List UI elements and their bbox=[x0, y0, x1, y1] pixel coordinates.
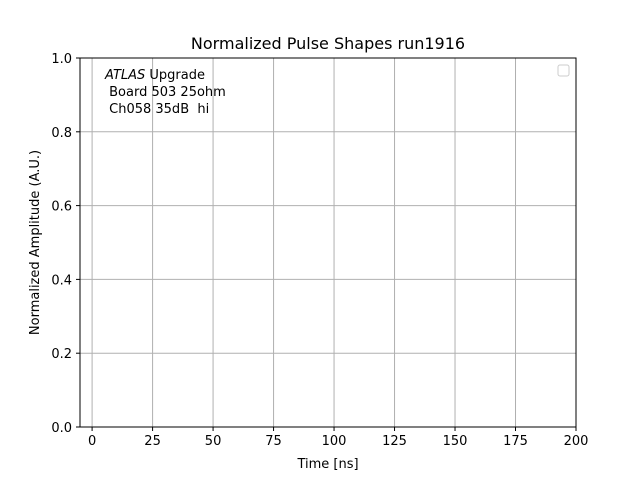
x-tick-label: 125 bbox=[382, 434, 407, 449]
grid-lines bbox=[80, 57, 577, 428]
y-tick-label: 0.6 bbox=[51, 200, 72, 215]
x-tick-label: 200 bbox=[564, 434, 589, 449]
upgrade-label: Upgrade bbox=[145, 68, 205, 83]
y-tick-label: 0.2 bbox=[51, 347, 72, 362]
y-axis-ticks: 0.0 0.2 0.4 0.6 0.8 1.0 bbox=[51, 52, 80, 436]
board-annotation: Board 503 25ohm bbox=[105, 85, 226, 100]
y-tick-label: 0.0 bbox=[51, 421, 72, 436]
x-tick-label: 75 bbox=[265, 434, 282, 449]
y-tick-label: 0.8 bbox=[51, 126, 72, 141]
plot-area-frame bbox=[79, 57, 577, 428]
x-tick-label: 150 bbox=[443, 434, 468, 449]
y-tick-label: 1.0 bbox=[51, 52, 72, 67]
legend-box bbox=[557, 64, 570, 77]
x-tick-label: 0 bbox=[88, 434, 96, 449]
atlas-label: ATLAS bbox=[104, 68, 145, 83]
x-axis-ticks: 0 25 50 75 100 125 150 175 200 bbox=[88, 427, 588, 449]
atlas-annotation-line1: ATLAS Upgrade bbox=[104, 68, 205, 83]
x-tick-label: 25 bbox=[144, 434, 161, 449]
chart-title: Normalized Pulse Shapes run1916 bbox=[191, 34, 465, 53]
x-tick-label: 50 bbox=[205, 434, 222, 449]
x-tick-label: 175 bbox=[503, 434, 528, 449]
x-tick-label: 100 bbox=[322, 434, 347, 449]
y-tick-label: 0.4 bbox=[51, 273, 72, 288]
x-axis-label: Time [ns] bbox=[296, 457, 358, 472]
channel-annotation: Ch058 35dB hi bbox=[105, 102, 209, 117]
y-axis-label: Normalized Amplitude (A.U.) bbox=[28, 150, 43, 335]
